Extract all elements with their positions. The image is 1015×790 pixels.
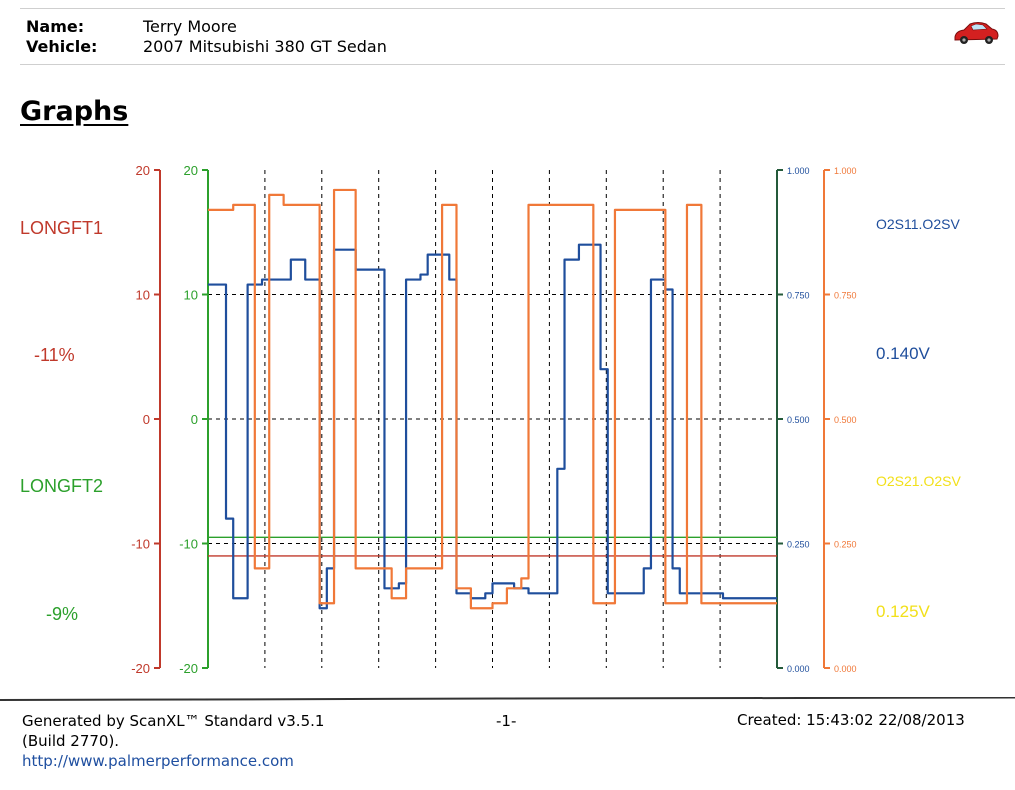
footer-url-link[interactable]: http://www.palmerperformance.com — [22, 752, 294, 770]
o2s21-tick-label: 1.000 — [834, 166, 857, 176]
name-value: Terry Moore — [143, 17, 237, 36]
o2s21-tick-label: 0.500 — [834, 415, 857, 425]
o2s11-tick-label: 0.500 — [787, 415, 810, 425]
o2s21-tick-label: 0.750 — [834, 291, 857, 301]
footer-rule — [0, 697, 1015, 701]
o2s21-value: 0.125V — [876, 602, 931, 621]
longft2-tick-label: 20 — [184, 163, 198, 178]
header-top-rule — [20, 8, 1005, 9]
longft2-tick-label: 0 — [191, 412, 198, 427]
footer-build: (Build 2770). — [22, 732, 120, 750]
longft1-tick-label: -20 — [131, 661, 150, 676]
car-logo-icon — [954, 22, 999, 44]
chart-series — [208, 188, 777, 610]
longft1-name: LONGFT1 — [20, 218, 103, 238]
longft1-tick-label: 0 — [143, 412, 150, 427]
o2s21-line — [208, 188, 777, 610]
footer-created: Created: 15:43:02 22/08/2013 — [737, 711, 965, 729]
o2s11-line — [208, 243, 777, 610]
grid-lines — [208, 170, 777, 668]
o2s21-tick-label: 0.000 — [834, 664, 857, 674]
o2s11-tick-label: 0.250 — [787, 540, 810, 550]
longft1-tick-label: 10 — [136, 288, 150, 303]
vehicle-value: 2007 Mitsubishi 380 GT Sedan — [143, 37, 387, 56]
longft2-tick-label: -10 — [179, 537, 198, 552]
longft1-tick-label: 20 — [136, 163, 150, 178]
section-title: Graphs — [20, 96, 129, 127]
longft1-value: -11% — [34, 345, 75, 365]
header-bottom-rule — [20, 64, 1005, 65]
longft2-tick-label: -20 — [179, 661, 198, 676]
o2s11-name: O2S11.O2SV — [876, 216, 960, 232]
vehicle-label: Vehicle: — [26, 37, 98, 56]
o2s21-tick-label: 0.250 — [834, 540, 857, 550]
o2s11-tick-label: 0.750 — [787, 291, 810, 301]
o2s11-value: 0.140V — [876, 344, 931, 363]
name-label: Name: — [26, 17, 85, 36]
o2s11-tick-label: 0.000 — [787, 664, 810, 674]
footer-generated: Generated by ScanXL™ Standard v3.5.1 — [22, 712, 325, 730]
footer-page-number: -1- — [496, 712, 517, 730]
longft1-tick-label: -10 — [131, 537, 150, 552]
o2s11-tick-label: 1.000 — [787, 166, 810, 176]
longft2-name: LONGFT2 — [20, 476, 103, 496]
longft2-value: -9% — [46, 604, 78, 624]
longft2-tick-label: 10 — [184, 288, 198, 303]
o2s21-name: O2S21.O2SV — [876, 473, 961, 489]
graph-chart: 20 10 0 -10 -20 20 10 0 -10 -20 1.000 0.750 0.500 0.2… — [20, 163, 961, 676]
chart-axes: 20 10 0 -10 -20 20 10 0 -10 -20 1.000 0.750 0.500 0.2… — [131, 163, 856, 676]
